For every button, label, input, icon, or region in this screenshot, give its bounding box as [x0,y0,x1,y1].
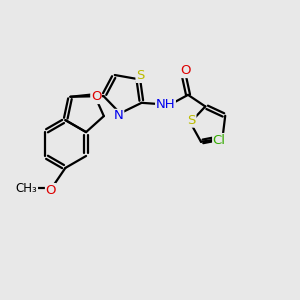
Text: Cl: Cl [213,134,226,147]
Text: S: S [136,69,145,82]
Text: NH: NH [156,98,175,111]
Text: O: O [91,90,101,104]
Text: S: S [188,114,196,127]
Text: CH₃: CH₃ [16,182,38,195]
Text: N: N [114,110,124,122]
Text: O: O [180,64,190,77]
Text: O: O [46,184,56,196]
